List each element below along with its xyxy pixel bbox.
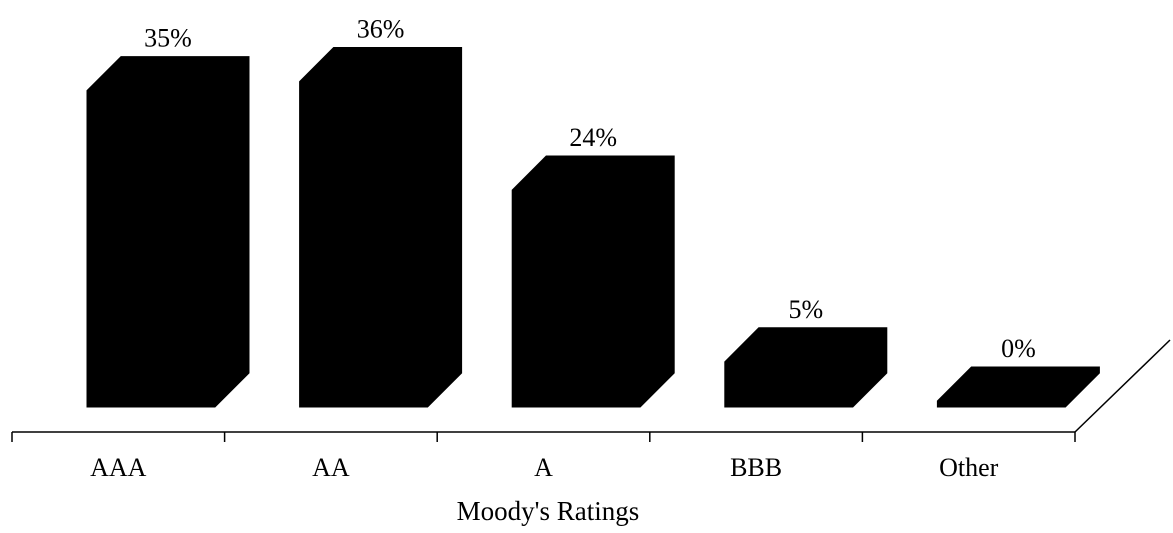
value-label-other: 0%: [1001, 334, 1036, 363]
category-label-other: Other: [939, 453, 999, 482]
x-axis-title: Moody's Ratings: [457, 496, 640, 526]
category-label-bbb: BBB: [730, 453, 782, 482]
category-label-a: A: [534, 453, 553, 482]
bars-group: [86, 47, 1100, 408]
category-label-aaa: AAA: [90, 453, 147, 482]
bar-bbb: [724, 327, 888, 408]
x-axis: [11, 339, 1171, 442]
value-label-bbb: 5%: [788, 295, 823, 324]
floor-depth-edge: [1074, 339, 1171, 433]
category-label-aa: AA: [312, 453, 350, 482]
bar-other: [936, 366, 1100, 408]
value-label-aaa: 35%: [144, 24, 192, 53]
value-label-a: 24%: [569, 123, 617, 152]
bar-a: [511, 155, 675, 408]
labels-group: 35% AAA 36% AA 24% A 5% BBB 0% Other: [90, 15, 1036, 482]
value-label-aa: 36%: [357, 15, 405, 44]
bar-aa: [299, 47, 463, 408]
bar-aaa: [86, 56, 250, 408]
